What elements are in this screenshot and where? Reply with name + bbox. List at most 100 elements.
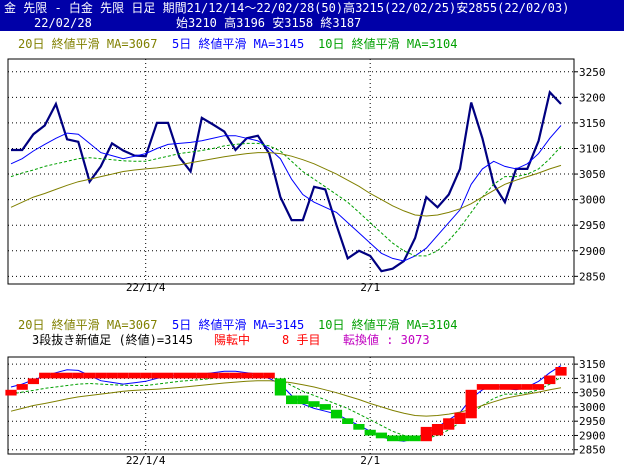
top-legend-ma10: 10日 終値平滑 MA=3104	[318, 37, 458, 51]
down-block	[353, 424, 365, 430]
bottom-legend-ma5: 5日 終値平滑 MA=3145	[172, 318, 305, 332]
ma10-line	[10, 142, 562, 257]
header-title: 金 先限 - 白金 先限 日足 期間21/12/14～22/02/28(50)高…	[4, 1, 570, 15]
down-block	[342, 418, 354, 424]
down-block	[398, 435, 410, 442]
top-plot-frame	[7, 58, 575, 285]
top-x-tick-label: 22/1/4	[126, 281, 166, 294]
bottom-plot-frame	[7, 356, 575, 455]
down-block	[375, 432, 387, 439]
bottom-legend-ma20: 20日 終値平滑 MA=3067	[18, 318, 158, 332]
top-legend-ma20: 20日 終値平滑 MA=3067	[18, 37, 158, 51]
up-block	[61, 372, 73, 379]
top-legend-ma5: 5日 終値平滑 MA=3145	[172, 37, 305, 51]
top-y-tick-label: 3000	[579, 194, 606, 207]
up-block	[27, 378, 39, 385]
ma5-line	[10, 125, 562, 262]
up-block	[510, 384, 522, 390]
chart-header: 金 先限 - 白金 先限 日足 期間21/12/14～22/02/28(50)高…	[0, 0, 624, 31]
bottom-kagi-label: 3段抜き新値足 (終値)=3145	[32, 333, 194, 347]
ma20-line	[10, 152, 562, 217]
up-block	[476, 384, 488, 390]
top-y-tick-label: 3250	[579, 66, 606, 79]
down-block	[364, 429, 376, 436]
bottom-y-tick-label: 2850	[579, 444, 606, 457]
top-y-axis: 2850 2900 2950 3000 3050 3100 3150 3200 3250	[574, 66, 606, 283]
top-panel: 2850 2900 2950 3000 3050 3100 3150 3200 3250 22/…	[7, 58, 606, 294]
up-block	[117, 372, 129, 379]
up-block	[252, 372, 264, 379]
down-block	[387, 435, 399, 442]
top-x-tick-label: 2/1	[360, 281, 380, 294]
down-block	[286, 395, 298, 405]
up-block	[521, 384, 533, 390]
bottom-x-tick-label: 22/1/4	[126, 454, 166, 467]
bottom-y-tick-label: 2950	[579, 415, 606, 428]
bottom-y-tick-label: 3100	[579, 372, 606, 385]
up-block	[420, 426, 432, 442]
bottom-y-tick-label: 3150	[579, 358, 606, 371]
up-block	[185, 372, 197, 379]
bottom-legend-ma10: 10日 終値平滑 MA=3104	[318, 318, 458, 332]
header-ohlc: 始3210 高3196 安3158 終3187	[176, 16, 362, 30]
top-lines	[10, 89, 562, 273]
bottom-trend: 陽転中	[214, 333, 251, 347]
up-block	[16, 384, 28, 390]
up-block	[431, 424, 444, 436]
top-y-tick-label: 3050	[579, 168, 606, 181]
up-block	[544, 375, 556, 385]
down-block	[409, 435, 421, 442]
up-block	[50, 372, 62, 379]
up-block	[218, 372, 230, 379]
up-block	[162, 372, 174, 379]
close-line	[11, 89, 562, 273]
down-block	[274, 378, 286, 396]
bottom-blocks	[5, 367, 567, 442]
up-block	[84, 372, 96, 379]
down-block	[308, 401, 320, 407]
bottom-y-tick-label: 2900	[579, 429, 606, 442]
up-block	[173, 372, 185, 379]
up-block	[128, 372, 141, 379]
up-block	[532, 384, 545, 390]
up-block	[488, 384, 500, 390]
bottom-turn-value: 転換値 : 3073	[343, 333, 430, 347]
up-block	[443, 418, 455, 430]
down-block	[297, 395, 309, 405]
up-block	[241, 372, 253, 379]
top-y-tick-label: 3200	[579, 91, 606, 104]
up-block	[95, 372, 107, 379]
top-y-tick-label: 2850	[579, 270, 606, 283]
top-y-tick-label: 2950	[579, 219, 606, 232]
up-block	[5, 389, 17, 396]
up-block	[207, 372, 219, 379]
bottom-x-axis: 22/1/4 2/1	[126, 454, 380, 467]
up-block	[39, 372, 51, 379]
bottom-y-tick-label: 3050	[579, 387, 606, 400]
up-block	[229, 372, 242, 379]
top-y-tick-label: 3150	[579, 117, 606, 130]
down-block	[319, 404, 331, 410]
up-block	[263, 372, 275, 379]
up-block	[454, 412, 466, 424]
up-block	[499, 384, 511, 390]
up-block	[72, 372, 84, 379]
bottom-y-tick-label: 3000	[579, 401, 606, 414]
top-y-tick-label: 3100	[579, 142, 606, 155]
bottom-x-tick-label: 2/1	[360, 454, 380, 467]
top-y-tick-label: 2900	[579, 245, 606, 258]
up-block	[140, 372, 152, 379]
up-block	[106, 372, 118, 379]
up-block	[196, 372, 208, 379]
header-date: 22/02/28	[34, 16, 92, 30]
up-block	[151, 372, 163, 379]
bottom-count: 8 手目	[282, 333, 321, 347]
up-block	[555, 367, 567, 376]
down-block	[330, 409, 343, 419]
top-grid	[8, 59, 574, 284]
up-block	[465, 389, 477, 419]
top-x-axis: 22/1/4 2/1	[126, 281, 380, 294]
